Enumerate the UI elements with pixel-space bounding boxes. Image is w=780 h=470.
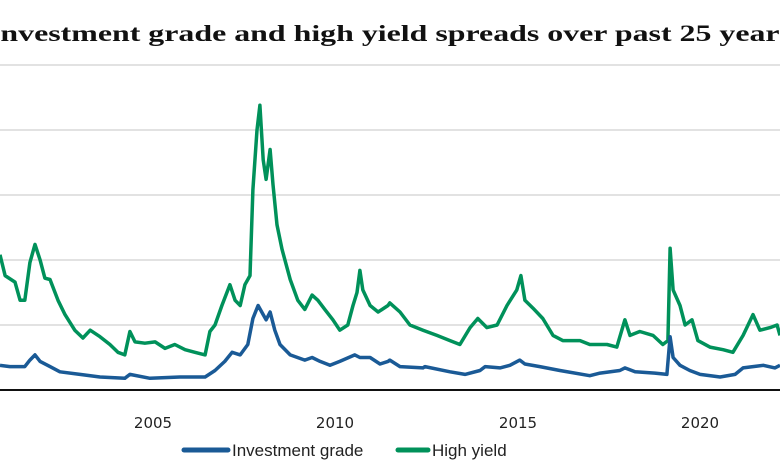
x-tick-label: 2010: [316, 414, 354, 432]
x-axis-ticks: 2005 2010 2015 2020: [134, 414, 719, 432]
gridlines: [0, 64, 780, 326]
legend-label-high-yield: High yield: [432, 441, 507, 460]
series-line-investment-grade: [0, 303, 780, 381]
legend: Investment grade High yield: [181, 441, 507, 460]
x-tick-label: 2020: [681, 414, 719, 432]
x-tick-label: 2005: [134, 414, 172, 432]
series-lines: [0, 103, 780, 381]
chart-title: Investment grade and high yield spreads …: [0, 21, 780, 46]
x-tick-label: 2015: [499, 414, 537, 432]
legend-label-investment-grade: Investment grade: [232, 441, 363, 460]
series-line-high-yield: [0, 103, 780, 357]
